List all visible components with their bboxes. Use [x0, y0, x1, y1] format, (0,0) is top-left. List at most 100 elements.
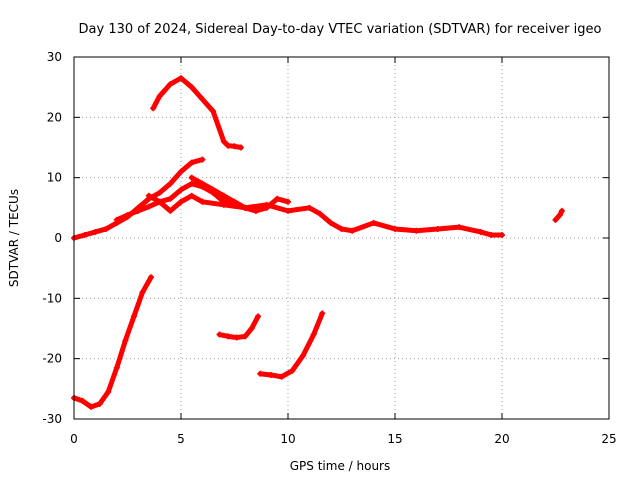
series-trace — [71, 274, 154, 410]
data-point — [349, 227, 356, 234]
data-point — [216, 331, 223, 338]
data-point — [178, 75, 184, 82]
x-tick-label: 0 — [70, 432, 78, 446]
data-point — [499, 231, 505, 238]
data-point — [488, 231, 495, 238]
x-tick-label: 15 — [387, 432, 402, 446]
data-point — [233, 334, 240, 341]
data-point — [267, 371, 274, 378]
series-track-low-3 — [257, 310, 326, 380]
data-point — [156, 189, 163, 196]
data-point — [456, 224, 463, 231]
data-point — [231, 198, 238, 205]
series-track-tail — [199, 198, 505, 238]
data-point — [167, 195, 174, 202]
data-point — [263, 201, 270, 208]
data-point — [210, 186, 217, 193]
data-point — [220, 192, 227, 199]
x-tick-label: 10 — [280, 432, 295, 446]
data-point — [327, 219, 334, 226]
series-track-high — [150, 75, 244, 151]
data-point — [370, 219, 377, 226]
data-point — [199, 156, 206, 163]
data-point — [188, 159, 195, 166]
data-point — [210, 108, 217, 115]
data-point — [199, 180, 206, 187]
series-track-low-1 — [71, 274, 155, 410]
data-point — [248, 325, 255, 332]
data-point — [156, 198, 163, 205]
data-point — [289, 367, 296, 374]
data-point — [188, 174, 195, 181]
data-point — [92, 228, 99, 235]
x-axis-label: GPS time / hours — [290, 459, 391, 473]
series-trace — [150, 75, 244, 150]
series-track-rise — [71, 156, 206, 241]
y-tick-label: 0 — [54, 231, 62, 245]
data-point — [220, 138, 227, 145]
data-point — [242, 204, 249, 211]
data-point — [113, 364, 120, 371]
x-tick-label: 25 — [601, 432, 616, 446]
data-point — [392, 225, 398, 232]
data-point — [413, 227, 420, 234]
data-point — [188, 180, 195, 187]
x-tick-label: 5 — [177, 432, 185, 446]
data-point — [156, 93, 163, 100]
chart-title: Day 130 of 2024, Sidereal Day-to-day VTE… — [79, 22, 602, 37]
data-point — [242, 333, 249, 340]
data-point — [220, 201, 227, 208]
data-point — [274, 195, 281, 202]
data-point — [285, 198, 291, 205]
y-tick-label: -20 — [42, 352, 62, 366]
data-point — [81, 231, 88, 238]
data-point — [552, 216, 559, 223]
data-point — [148, 274, 155, 281]
data-point — [299, 352, 306, 359]
data-point — [167, 81, 174, 88]
data-point — [225, 333, 232, 340]
series-trace — [146, 193, 205, 214]
data-point — [317, 210, 324, 217]
data-point — [225, 142, 232, 149]
y-tick-label: 30 — [47, 50, 62, 64]
data-point — [96, 400, 103, 407]
data-point — [255, 313, 262, 320]
data-point — [257, 370, 264, 377]
data-point — [130, 313, 137, 320]
y-tick-label: -10 — [42, 291, 62, 305]
series-track-mid-c — [145, 192, 206, 214]
y-tick-label: -30 — [42, 412, 62, 426]
series-trace — [257, 310, 325, 380]
y-tick-label: 10 — [47, 171, 62, 185]
data-point — [105, 388, 112, 395]
data-point — [167, 180, 174, 187]
series-track-low-2 — [216, 313, 262, 341]
data-point — [434, 225, 441, 232]
data-point — [252, 207, 259, 214]
data-point — [310, 331, 317, 338]
axis-ticks: 0 5 10 15 20 25 -30 -20 -10 0 10 20 30 — [42, 50, 616, 446]
plot-frame — [73, 56, 610, 420]
data-point — [103, 225, 110, 232]
data-point — [145, 192, 152, 199]
data-point — [285, 207, 291, 214]
data-point — [178, 186, 184, 193]
data-point — [556, 212, 563, 219]
data-point — [278, 373, 285, 380]
data-point — [199, 198, 206, 205]
data-series — [71, 75, 565, 410]
data-point — [477, 228, 484, 235]
y-axis-label: SDTVAR / TECUs — [7, 189, 21, 287]
data-point — [122, 337, 129, 344]
data-point — [558, 207, 565, 214]
data-point — [338, 225, 345, 232]
data-point — [188, 84, 195, 91]
data-point — [79, 397, 86, 404]
data-point — [139, 289, 146, 296]
data-point — [231, 143, 238, 150]
data-point — [167, 207, 174, 214]
data-point — [178, 198, 184, 205]
series-trace — [199, 199, 505, 238]
